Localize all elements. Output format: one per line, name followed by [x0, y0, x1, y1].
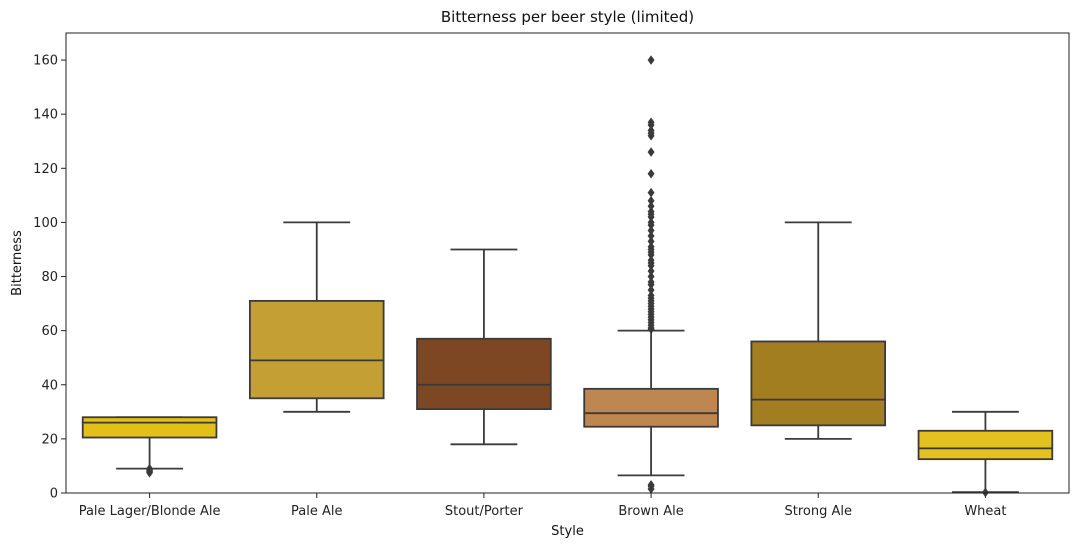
- outlier-point: [647, 255, 655, 266]
- outlier-point: [981, 487, 989, 498]
- box-iqr: [750, 340, 887, 427]
- x-tick-label: Strong Ale: [785, 504, 853, 519]
- box-iqr: [81, 416, 218, 439]
- x-tick-label: Wheat: [964, 504, 1006, 519]
- box-group: [917, 410, 1054, 498]
- outlier-point: [647, 266, 655, 277]
- y-tick-label: 160: [33, 54, 58, 69]
- outlier-point: [647, 217, 655, 228]
- outlier-point: [647, 285, 655, 295]
- y-tick-label: 0: [50, 487, 58, 502]
- outlier-point: [647, 225, 655, 236]
- outlier-point: [647, 271, 655, 282]
- outlier-point: [647, 479, 655, 490]
- x-tick-label: Pale Lager/Blonde Ale: [79, 504, 221, 519]
- box-iqr: [248, 299, 385, 400]
- outlier-point: [647, 241, 655, 252]
- y-axis-label: Bitterness: [10, 230, 25, 296]
- outlier-point: [647, 201, 655, 212]
- plot-area: 0 20 40 60 80 100 120 140 160 Pale Lager/Blonde A…: [33, 54, 1054, 519]
- box-iqr: [583, 387, 719, 428]
- outlier-point: [647, 125, 655, 136]
- y-tick-label: 100: [33, 216, 58, 231]
- outlier-point: [647, 277, 655, 287]
- y-tick-label: 40: [41, 378, 58, 393]
- box-iqr: [917, 429, 1054, 461]
- y-tick-label: 120: [33, 162, 58, 177]
- y-tick-label: 60: [41, 324, 58, 339]
- outlier-point: [647, 147, 655, 157]
- outlier-point: [647, 55, 655, 65]
- x-tick-label: Stout/Porter: [445, 504, 524, 519]
- outlier-point: [647, 187, 655, 198]
- y-tick-label: 80: [41, 270, 58, 285]
- plot-frame: [65, 32, 1070, 494]
- outlier-point: [647, 231, 655, 241]
- outlier-point: [647, 236, 655, 247]
- x-tick-label: Pale Ale: [291, 504, 342, 519]
- outlier-point: [647, 168, 655, 179]
- x-tick-label: Brown Ale: [618, 504, 683, 519]
- box-group: [416, 248, 552, 446]
- box-iqr: [416, 337, 552, 411]
- chart-title: Bitterness per beer style (limited): [441, 8, 694, 26]
- box-group: [81, 416, 218, 478]
- box-group: [248, 221, 385, 413]
- y-tick-label: 140: [33, 108, 58, 123]
- outlier-point: [146, 463, 154, 474]
- y-tick-label: 20: [41, 432, 58, 447]
- x-axis-label: Style: [551, 524, 584, 539]
- box-group: [750, 221, 887, 440]
- box-group: [583, 55, 719, 494]
- outlier-point: [647, 206, 655, 217]
- outlier-point: [647, 195, 655, 206]
- outlier-point: [647, 117, 655, 128]
- outlier-point: [647, 290, 655, 301]
